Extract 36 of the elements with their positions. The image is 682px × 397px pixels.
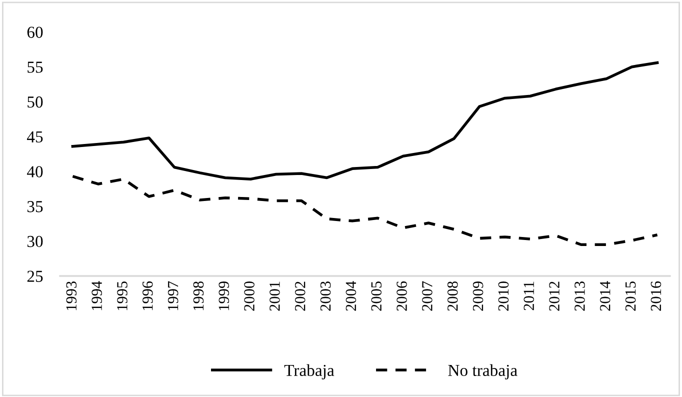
- y-tick-label: 45: [26, 131, 43, 143]
- y-tick-label: 55: [28, 62, 43, 73]
- y-tick-label: 35: [27, 201, 43, 212]
- x-tick-label: 1997: [168, 281, 178, 310]
- x-tick-label: 2016: [650, 281, 662, 311]
- y-tick-label: 40: [26, 166, 43, 178]
- x-tick-label: 2008: [447, 281, 458, 311]
- legend-label: No trabaja: [448, 364, 518, 380]
- x-tick-label: 2009: [472, 281, 484, 311]
- y-tick-label: 60: [27, 26, 43, 38]
- x-tick-label: 2010: [498, 281, 509, 311]
- x-tick-label: 1999: [218, 281, 230, 310]
- x-tick-label: 2004: [346, 281, 356, 311]
- x-tick-label: 2005: [371, 281, 382, 311]
- x-tick-label: 2002: [294, 282, 306, 311]
- x-tick-label: 1996: [142, 281, 153, 310]
- x-tick-label: 2003: [320, 281, 331, 311]
- x-tick-label: 2000: [244, 281, 254, 311]
- x-tick-label: 2001: [270, 282, 280, 311]
- x-tick-label: 2011: [524, 282, 534, 310]
- line-series: [71, 61, 659, 180]
- x-tick-label: 2015: [625, 281, 636, 311]
- x-tick-label: 1994: [92, 281, 102, 310]
- x-tick-label: 1995: [117, 281, 128, 310]
- x-tick-label: 2013: [574, 281, 585, 311]
- x-tick-label: 2014: [600, 281, 610, 311]
- x-tick-label: 1998: [193, 281, 204, 310]
- y-tick-label: 50: [28, 96, 43, 108]
- y-tick-label: 30: [27, 236, 43, 248]
- x-tick-label: 1993: [66, 281, 77, 310]
- x-tick-label: 2012: [549, 282, 560, 311]
- x-tick-label: 2007: [422, 281, 432, 311]
- legend-label: Trabaja: [284, 364, 334, 380]
- line-series: [71, 174, 659, 246]
- y-tick-label: 25: [27, 270, 43, 282]
- x-tick-label: 2006: [396, 281, 407, 311]
